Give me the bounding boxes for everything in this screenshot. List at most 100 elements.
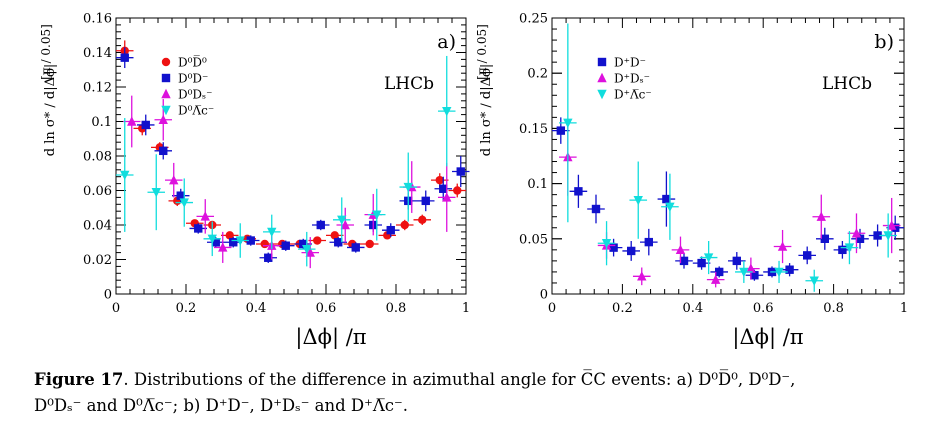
data-point xyxy=(281,241,290,250)
data-point xyxy=(746,263,756,273)
data-point xyxy=(809,276,819,286)
data-point xyxy=(340,219,350,230)
data-point xyxy=(316,220,325,230)
data-point xyxy=(386,225,395,235)
legend-marker xyxy=(161,73,171,83)
y-tick-label: 0.2 xyxy=(527,67,548,82)
y-tick-label: 0.08 xyxy=(83,150,112,165)
data-point xyxy=(675,244,686,255)
x-tick-label: 1 xyxy=(462,301,470,316)
data-point xyxy=(159,146,168,156)
data-point xyxy=(851,228,862,238)
data-point xyxy=(330,231,339,240)
series-0 xyxy=(116,40,466,249)
data-point xyxy=(820,234,829,243)
data-point xyxy=(229,238,238,247)
data-point xyxy=(421,196,430,206)
x-tick-label: 1 xyxy=(900,301,908,316)
y-tick-label: 0.02 xyxy=(83,253,112,268)
caption-line-1: Figure 17. Distributions of the differen… xyxy=(34,367,934,393)
data-point xyxy=(785,265,794,274)
x-tick-label: 0 xyxy=(548,301,556,316)
data-point xyxy=(151,188,161,198)
data-point xyxy=(627,246,636,256)
y-axis-title: d ln σ* / d|Δϕ| xyxy=(479,64,494,156)
data-point xyxy=(563,118,573,129)
data-point xyxy=(120,170,130,181)
data-point xyxy=(855,234,865,243)
data-point xyxy=(556,126,565,135)
y-tick-label: 0 xyxy=(104,288,112,303)
data-point xyxy=(246,236,255,245)
y-axis-unit: [π / 0.05] xyxy=(39,24,53,80)
data-point xyxy=(158,114,168,124)
data-point xyxy=(442,192,452,202)
data-point xyxy=(662,194,671,204)
data-point xyxy=(334,238,343,247)
data-point xyxy=(873,231,882,240)
data-point xyxy=(456,167,465,176)
data-point xyxy=(260,239,269,249)
data-point xyxy=(299,239,308,249)
data-point xyxy=(435,175,444,185)
data-point xyxy=(439,184,448,193)
panel-label: a) xyxy=(437,31,456,53)
legend-marker xyxy=(597,89,607,100)
data-point xyxy=(176,191,185,200)
data-point xyxy=(732,256,741,266)
data-point xyxy=(207,234,217,244)
x-tick-label: 0.4 xyxy=(682,301,703,316)
legend-marker xyxy=(161,105,171,116)
x-tick-label: 0.2 xyxy=(612,301,633,316)
panel-b: 0 0.2 0.4 0.6 0.8 1 0 0.05 0.1 0.15 0.2 0.25 |Δϕ| /π… xyxy=(475,12,908,351)
data-point xyxy=(601,239,612,249)
data-point xyxy=(710,274,721,284)
data-point xyxy=(844,243,855,253)
data-point xyxy=(574,187,583,196)
y-tick-label: 0.06 xyxy=(83,184,112,199)
figure-panels: 0 0.2 0.4 0.6 0.8 1 0 0.02 0.04 0.06 0.08 0.1 0.12 0.… xyxy=(39,12,908,351)
x-tick-label: 0.8 xyxy=(386,301,407,316)
caption-line-2: D⁰Dₛ⁻ and D⁰Λ̅c⁻; b) D⁺D⁻, D⁺Dₛ⁻ and D⁺Λ… xyxy=(34,396,408,415)
x-tick-label: 0.6 xyxy=(316,301,337,316)
panel-label: b) xyxy=(874,31,894,53)
data-point xyxy=(774,267,784,278)
y-tick-label: 0.16 xyxy=(83,12,112,27)
data-point xyxy=(264,253,273,262)
legend-entry: D⁺D⁻ xyxy=(614,56,646,70)
x-tick-label: 0.4 xyxy=(246,301,267,316)
x-tick-label: 0.2 xyxy=(176,301,197,316)
data-point xyxy=(372,210,382,220)
legend-entry: D⁺Λ̅c⁻ xyxy=(614,88,652,102)
x-tick-label: 0.8 xyxy=(823,301,844,316)
x-axis-title: |Δϕ| /π xyxy=(295,325,366,350)
data-point xyxy=(886,220,897,230)
data-point xyxy=(637,271,647,281)
y-tick-label: 0 xyxy=(540,288,548,303)
data-point xyxy=(883,231,893,241)
legend-entry: D⁰D̅⁰ xyxy=(178,54,207,69)
y-tick-label: 0.1 xyxy=(91,115,112,130)
data-point xyxy=(838,245,847,255)
data-point xyxy=(302,244,312,255)
legend-marker xyxy=(597,72,607,83)
y-tick-label: 0.14 xyxy=(83,46,112,61)
data-point xyxy=(400,220,409,230)
data-point xyxy=(750,271,759,280)
y-tick-label: 0.25 xyxy=(519,12,548,27)
legend-entry: D⁰D⁻ xyxy=(178,72,208,86)
experiment-label: LHCb xyxy=(822,74,872,94)
data-point xyxy=(211,238,220,247)
caption-text-1: . Distributions of the difference in azi… xyxy=(123,370,796,389)
data-point xyxy=(697,258,706,268)
data-point xyxy=(313,236,322,245)
data-point xyxy=(225,231,234,240)
figure-caption: Figure 17. Distributions of the differen… xyxy=(34,367,934,419)
y-tick-label: 0.12 xyxy=(83,81,112,96)
y-tick-label: 0.05 xyxy=(519,232,548,247)
data-point xyxy=(141,120,150,130)
data-point xyxy=(633,195,643,206)
data-point xyxy=(235,236,245,246)
y-tick-label: 0.15 xyxy=(519,122,548,137)
data-point xyxy=(703,253,714,263)
